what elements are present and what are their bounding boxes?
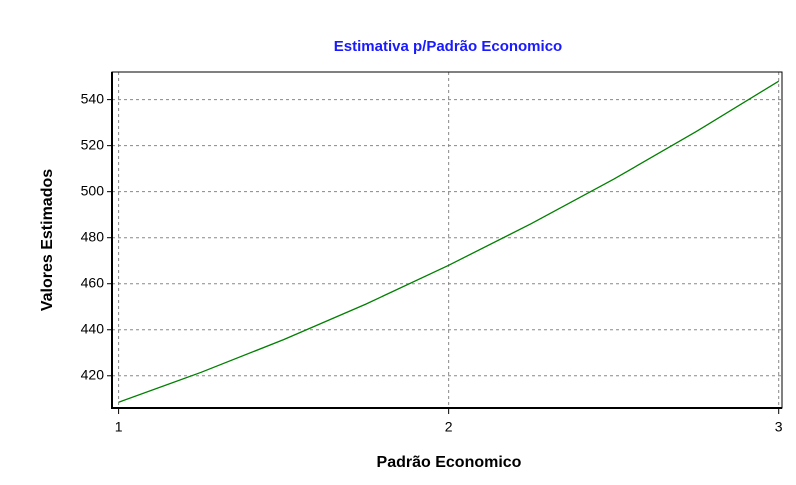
- y-tick-label: 440: [81, 320, 105, 336]
- y-tick-label: 420: [81, 366, 105, 382]
- x-tick-label: 1: [115, 419, 123, 435]
- y-tick-label: 500: [81, 182, 105, 198]
- x-axis-label: Padrão Economico: [377, 454, 522, 471]
- y-tick-label: 460: [81, 274, 105, 290]
- y-axis-label: Valores Estimados: [39, 169, 56, 311]
- y-tick-label: 540: [81, 90, 105, 106]
- y-tick-label: 480: [81, 228, 105, 244]
- x-tick-label: 2: [445, 419, 453, 435]
- chart-title: Estimativa p/Padrão Economico: [334, 38, 562, 55]
- x-tick-label: 3: [775, 419, 783, 435]
- line-series: [118, 80, 780, 403]
- y-tick-label: 520: [81, 136, 105, 152]
